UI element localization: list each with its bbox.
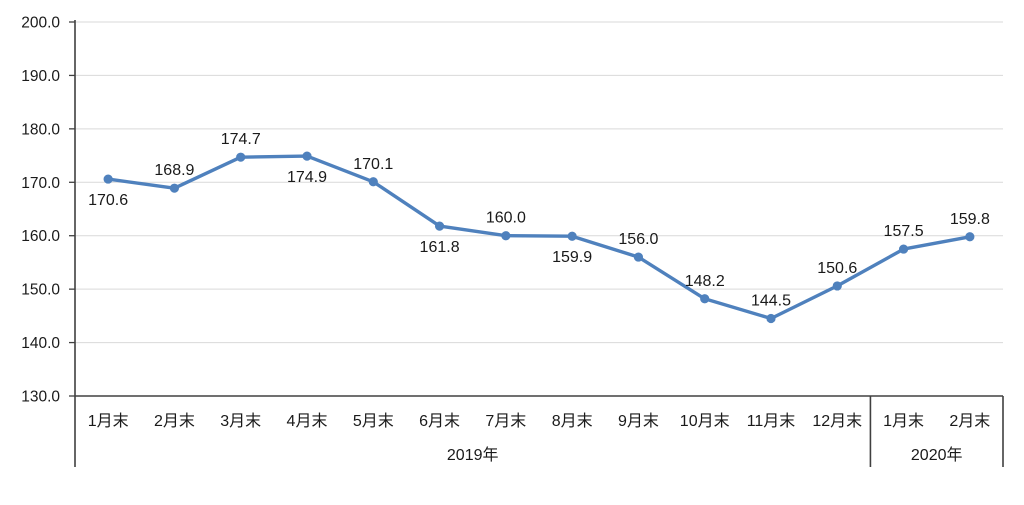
category-label: 8月末 [552, 412, 593, 430]
data-point-label: 160.0 [486, 210, 526, 227]
data-point-marker [236, 152, 246, 162]
data-point-label: 174.9 [287, 169, 327, 186]
data-point-marker [169, 183, 180, 193]
data-point-marker [633, 252, 644, 262]
data-point-label: 159.8 [950, 211, 990, 228]
data-point-marker [898, 244, 909, 254]
data-point-marker [302, 151, 312, 161]
data-point-marker [567, 231, 577, 241]
data-point-marker [700, 294, 710, 304]
y-tick-label: 150.0 [21, 282, 60, 299]
year-group-label: 2020年 [911, 446, 963, 464]
category-label: 10月末 [680, 412, 730, 430]
data-point-label: 174.7 [221, 131, 261, 148]
data-point-label: 144.5 [751, 293, 791, 310]
y-tick-label: 160.0 [21, 228, 60, 245]
data-point-marker [501, 231, 511, 241]
data-point-label: 170.1 [353, 156, 393, 173]
data-point-marker [832, 281, 842, 291]
data-point-label: 148.2 [685, 273, 725, 290]
category-label: 2月末 [154, 412, 195, 430]
data-point-marker [434, 221, 445, 231]
category-label: 2月末 [949, 412, 990, 430]
y-tick-label: 190.0 [21, 68, 60, 85]
category-label: 5月末 [353, 412, 394, 430]
category-label: 4月末 [287, 412, 328, 430]
data-point-label: 156.0 [618, 231, 658, 248]
data-point-marker [766, 313, 776, 324]
category-label: 9月末 [618, 412, 659, 430]
data-point-label: 168.9 [154, 162, 194, 179]
y-tick-label: 140.0 [21, 335, 60, 352]
y-tick-label: 170.0 [21, 175, 60, 192]
category-label: 3月末 [220, 412, 261, 430]
data-point-label: 170.6 [88, 192, 128, 209]
data-point-label: 157.5 [884, 223, 924, 240]
data-point-label: 159.9 [552, 249, 592, 266]
data-point-marker [368, 177, 378, 187]
series-line [106, 154, 972, 321]
data-point-label: 150.6 [817, 260, 857, 277]
category-label: 1月末 [883, 412, 924, 430]
data-point-marker [103, 174, 113, 184]
y-tick-label: 200.0 [21, 15, 60, 32]
y-tick-label: 130.0 [21, 389, 60, 406]
data-point-marker [965, 232, 975, 242]
category-label: 6月末 [419, 412, 460, 430]
category-label: 12月末 [812, 412, 862, 430]
category-label: 11月末 [747, 412, 796, 430]
data-point-label: 161.8 [420, 239, 460, 256]
category-label: 1月末 [88, 412, 129, 430]
year-group-label: 2019年 [447, 446, 499, 464]
category-label: 7月末 [485, 412, 526, 430]
y-tick-label: 180.0 [21, 121, 60, 138]
